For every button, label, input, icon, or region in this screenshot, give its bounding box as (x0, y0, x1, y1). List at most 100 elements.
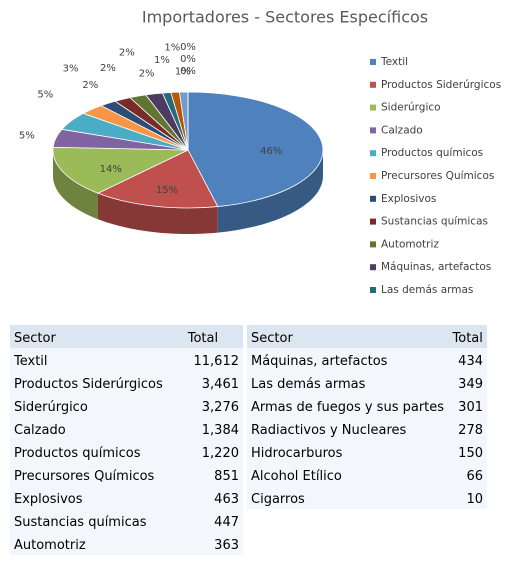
table-row: Hidrocarburos 150 (247, 440, 487, 463)
table-cell: Las demás armas (247, 371, 449, 394)
table-row: Automotriz 363 (10, 532, 243, 555)
legend-marker (370, 81, 376, 88)
table-cell: Explosivos (10, 486, 184, 509)
legend-label: Precursores Químicos (381, 170, 494, 182)
legend-marker (370, 241, 376, 248)
table-cell: 434 (448, 348, 487, 371)
table-row: Sustancias químicas 447 (10, 509, 243, 532)
table-cell: Siderúrgico (10, 394, 184, 417)
pie-slice (52, 146, 189, 194)
data-label: 2% (119, 47, 135, 58)
table-row: Cigarros 10 (247, 486, 487, 509)
table-cell: 301 (448, 394, 487, 417)
table-cell: 66 (448, 463, 487, 486)
chart-title: Importadores - Sectores Específicos (142, 8, 428, 27)
legend-marker (370, 195, 376, 202)
pie-side (53, 150, 98, 220)
legend-marker (370, 59, 376, 65)
table-cell: Alcohol Etílico (247, 463, 449, 486)
legend-label: Sustancias químicas (381, 216, 488, 228)
table-cell: Sustancias químicas (10, 509, 184, 532)
table-row: Alcohol Etílico 66 (247, 463, 487, 486)
legend-marker (370, 173, 376, 179)
table-row: Textil 11,612 (10, 348, 243, 371)
legend-label: Textil (380, 56, 408, 68)
pie-side (97, 193, 218, 234)
data-label: 1% (164, 43, 180, 54)
legend-marker (370, 104, 376, 111)
legend-label: Automotriz (381, 238, 439, 250)
table-cell: Sector (247, 325, 449, 348)
chart: Importadores - Sectores Específicos 46% 1… (19, 8, 501, 297)
table-cell: 10 (448, 486, 487, 509)
table-cell: Automotriz (10, 532, 184, 555)
table-cell: Productos químicos (10, 440, 184, 463)
legend-label: Las demás armas (381, 284, 473, 296)
legend-marker (370, 150, 376, 157)
table-cell: Textil (10, 348, 184, 371)
table-row: Armas de fuegos y sus partes 301 (247, 394, 487, 417)
legend-label: Explosivos (381, 193, 436, 205)
table-row: Productos Siderúrgicos 3,461 (10, 371, 243, 394)
legend-label: Siderúrgico (381, 102, 441, 114)
table-cell: 349 (448, 371, 487, 394)
legend-label: Productos Siderúrgicos (381, 79, 501, 91)
table-row: Radiactivos y Nucleares 278 (247, 417, 487, 440)
data-label: 1% (175, 66, 191, 77)
data-label: 0% (180, 54, 196, 65)
table: Sector Total Textil 11,612 Productos Siderúr… (10, 325, 243, 555)
table-row: Siderúrgico 3,276 (10, 394, 243, 417)
table-row: Precursores Químicos 851 (10, 463, 243, 486)
table-cell: Sector (10, 325, 184, 348)
data-label: 5% (37, 90, 53, 101)
table-row: Explosivos 463 (10, 486, 243, 509)
table-cell: Total (183, 325, 243, 348)
table-row: Sector Total (10, 325, 243, 348)
data-label: 14% (100, 164, 122, 175)
table-cell: 463 (183, 486, 243, 509)
table-cell: Hidrocarburos (247, 440, 449, 463)
legend-marker (370, 287, 376, 293)
data-label: 5% (19, 131, 35, 142)
data-label: 3% (63, 63, 79, 74)
legend-label: Calzado (381, 124, 423, 136)
data-label: 2% (139, 69, 155, 80)
data-label: 2% (82, 80, 98, 91)
table-cell: 278 (448, 417, 487, 440)
legend-marker (370, 218, 376, 225)
table-cell: 3,276 (183, 394, 243, 417)
table-cell: 1,384 (183, 417, 243, 440)
table-cell: 851 (183, 463, 243, 486)
table-cell: Armas de fuegos y sus partes (247, 394, 449, 417)
table-cell: Calzado (10, 417, 184, 440)
table-cell: Radiactivos y Nucleares (247, 417, 449, 440)
legend-label: Máquinas, artefactos (381, 261, 491, 273)
table-cell: Cigarros (247, 486, 449, 509)
table-cell: Productos Siderúrgicos (10, 371, 184, 394)
table: Sector Total Máquinas, artefactos 434 Las de… (247, 325, 487, 509)
data-label: 0% (180, 66, 196, 77)
pie-slice (187, 91, 324, 207)
table-cell: 150 (448, 440, 487, 463)
table-cell: 11,612 (183, 348, 243, 371)
data-label: 46% (260, 146, 282, 157)
data-label: 2% (100, 63, 116, 74)
table-row: Las demás armas 349 (247, 371, 487, 394)
legend-marker (370, 127, 376, 134)
table-row: Máquinas, artefactos 434 (247, 348, 487, 371)
pie-slice (96, 149, 219, 209)
table-row: Calzado 1,384 (10, 417, 243, 440)
table-cell: 3,461 (183, 371, 243, 394)
table-cell: Máquinas, artefactos (247, 348, 449, 371)
pie-side (217, 150, 323, 233)
data-label: 1% (154, 55, 170, 66)
table-cell: Precursores Químicos (10, 463, 184, 486)
table-cell: 447 (183, 509, 243, 532)
table-row: Sector Total (247, 325, 487, 348)
data-label: 15% (156, 185, 178, 196)
table-cell: Total (448, 325, 487, 348)
legend-marker (370, 264, 376, 271)
table-cell: 1,220 (183, 440, 243, 463)
table-cell: 363 (183, 532, 243, 555)
